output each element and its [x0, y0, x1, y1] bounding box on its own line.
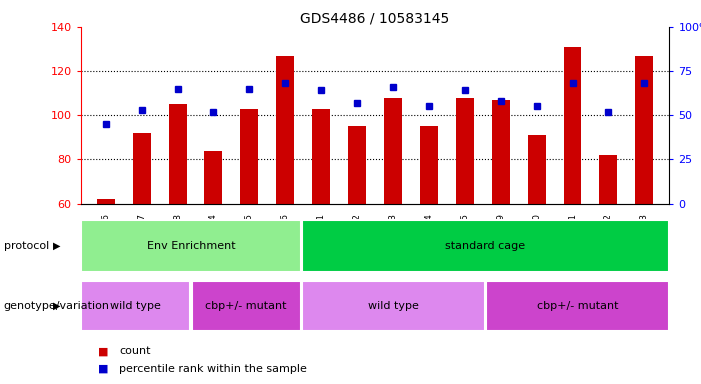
Bar — [81, 220, 301, 272]
Bar — [491, 100, 510, 204]
Bar — [456, 98, 474, 204]
Text: protocol: protocol — [4, 241, 49, 251]
Bar — [348, 126, 366, 204]
Bar — [599, 155, 618, 204]
Text: percentile rank within the sample: percentile rank within the sample — [119, 364, 307, 374]
Text: genotype/variation: genotype/variation — [4, 301, 109, 311]
Bar — [205, 151, 222, 204]
Bar — [302, 220, 669, 272]
Bar — [168, 104, 186, 204]
Text: Env Enrichment: Env Enrichment — [147, 241, 236, 251]
Bar — [312, 109, 330, 204]
Text: ▶: ▶ — [53, 241, 60, 251]
Bar — [635, 56, 653, 204]
Bar — [486, 281, 669, 331]
Bar — [276, 56, 294, 204]
Bar — [420, 126, 438, 204]
Text: cbp+/- mutant: cbp+/- mutant — [537, 301, 618, 311]
Bar — [97, 199, 115, 204]
Bar — [192, 281, 301, 331]
Bar — [384, 98, 402, 204]
Text: ▶: ▶ — [53, 301, 60, 311]
Bar — [528, 135, 545, 204]
Text: ■: ■ — [98, 364, 109, 374]
Bar — [81, 281, 190, 331]
Text: ■: ■ — [98, 346, 109, 356]
Text: count: count — [119, 346, 151, 356]
Text: cbp+/- mutant: cbp+/- mutant — [205, 301, 287, 311]
Bar — [132, 133, 151, 204]
Text: standard cage: standard cage — [445, 241, 526, 251]
Text: wild type: wild type — [110, 301, 161, 311]
Text: GDS4486 / 10583145: GDS4486 / 10583145 — [301, 12, 449, 25]
Bar — [564, 47, 582, 204]
Text: wild type: wild type — [368, 301, 419, 311]
Bar — [240, 109, 259, 204]
Bar — [302, 281, 484, 331]
